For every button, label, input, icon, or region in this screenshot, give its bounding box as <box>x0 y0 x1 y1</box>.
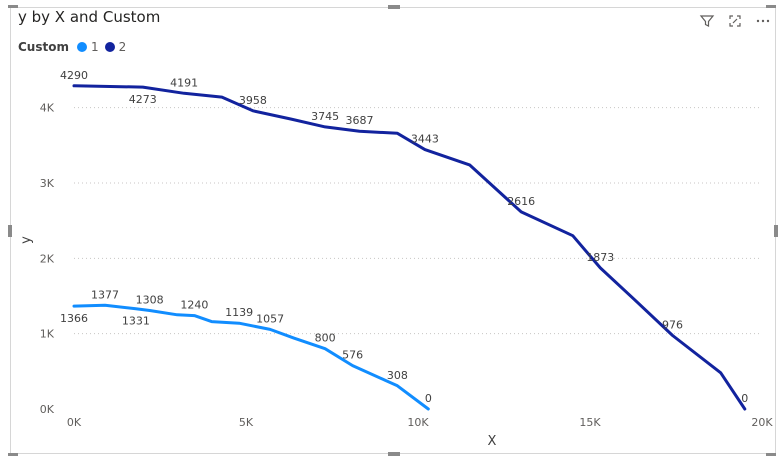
resize-handle-bottom[interactable] <box>388 452 400 456</box>
data-label-1-10: 800 <box>315 332 336 345</box>
legend-item-1[interactable]: 1 <box>76 40 99 54</box>
data-label-2-15: 976 <box>662 318 683 331</box>
series-line-1 <box>72 303 430 411</box>
resize-handle-bottom-right[interactable] <box>766 453 776 456</box>
data-label-2-7: 3687 <box>346 114 374 127</box>
x-axis-title: X <box>488 434 497 449</box>
legend-title: Custom <box>18 40 69 54</box>
data-label-2-2: 4191 <box>170 76 198 89</box>
legend-item-2[interactable]: 2 <box>104 40 127 54</box>
x-tick-label-2: 10K <box>407 416 429 429</box>
y-axis-title: y <box>19 236 34 244</box>
filter-icon[interactable] <box>698 12 716 30</box>
data-label-2-4: 3958 <box>239 94 267 107</box>
x-tick-label-4: 20K <box>751 416 773 429</box>
y-tick-label-1: 1K <box>40 328 55 341</box>
chart-legend: Custom 1 2 <box>18 40 132 54</box>
x-tick-label-1: 5K <box>239 416 254 429</box>
series-line-2 <box>72 84 747 411</box>
data-label-1-1: 1377 <box>91 288 119 301</box>
visual-header-toolbar <box>698 12 772 30</box>
data-label-2-0: 4290 <box>60 69 88 82</box>
y-tick-label-0: 0K <box>40 403 55 416</box>
data-label-1-2: 1331 <box>122 315 150 328</box>
data-label-2-13: 1873 <box>586 251 614 264</box>
resize-handle-top[interactable] <box>388 5 400 9</box>
data-label-1-5: 1240 <box>180 299 208 312</box>
data-label-2-9: 3443 <box>411 133 439 146</box>
data-label-1-12: 308 <box>387 369 408 382</box>
legend-marker-1 <box>76 42 87 52</box>
data-label-1-8: 1057 <box>256 312 284 325</box>
resize-handle-bottom-left[interactable] <box>8 453 18 456</box>
resize-handle-left[interactable] <box>8 225 12 237</box>
chart-title: y by X and Custom <box>18 8 161 26</box>
legend-marker-2 <box>104 42 115 52</box>
data-label-2-1: 4273 <box>129 93 157 106</box>
data-label-1-13: 0 <box>425 392 432 405</box>
resize-handle-right[interactable] <box>774 225 778 237</box>
legend-label-2: 2 <box>118 40 127 54</box>
more-options-icon[interactable] <box>754 12 772 30</box>
resize-handle-top-left[interactable] <box>8 5 18 8</box>
data-label-2-17: 0 <box>741 392 748 405</box>
data-label-1-0: 1366 <box>60 312 88 325</box>
y-tick-label-3: 3K <box>40 177 55 190</box>
legend-label-1: 1 <box>90 40 99 54</box>
x-tick-label-3: 15K <box>579 416 601 429</box>
focus-mode-icon[interactable] <box>726 12 744 30</box>
data-label-1-3: 1308 <box>136 293 164 306</box>
y-tick-label-2: 2K <box>40 252 55 265</box>
resize-handle-top-right[interactable] <box>766 5 776 8</box>
x-tick-label-0: 0K <box>67 416 82 429</box>
y-tick-label-4: 4K <box>40 102 55 115</box>
chart-visual[interactable] <box>10 7 776 454</box>
data-label-1-11: 576 <box>342 349 363 362</box>
data-label-1-7: 1139 <box>225 306 253 319</box>
data-label-2-6: 3745 <box>311 110 339 123</box>
data-label-2-11: 2616 <box>507 195 535 208</box>
